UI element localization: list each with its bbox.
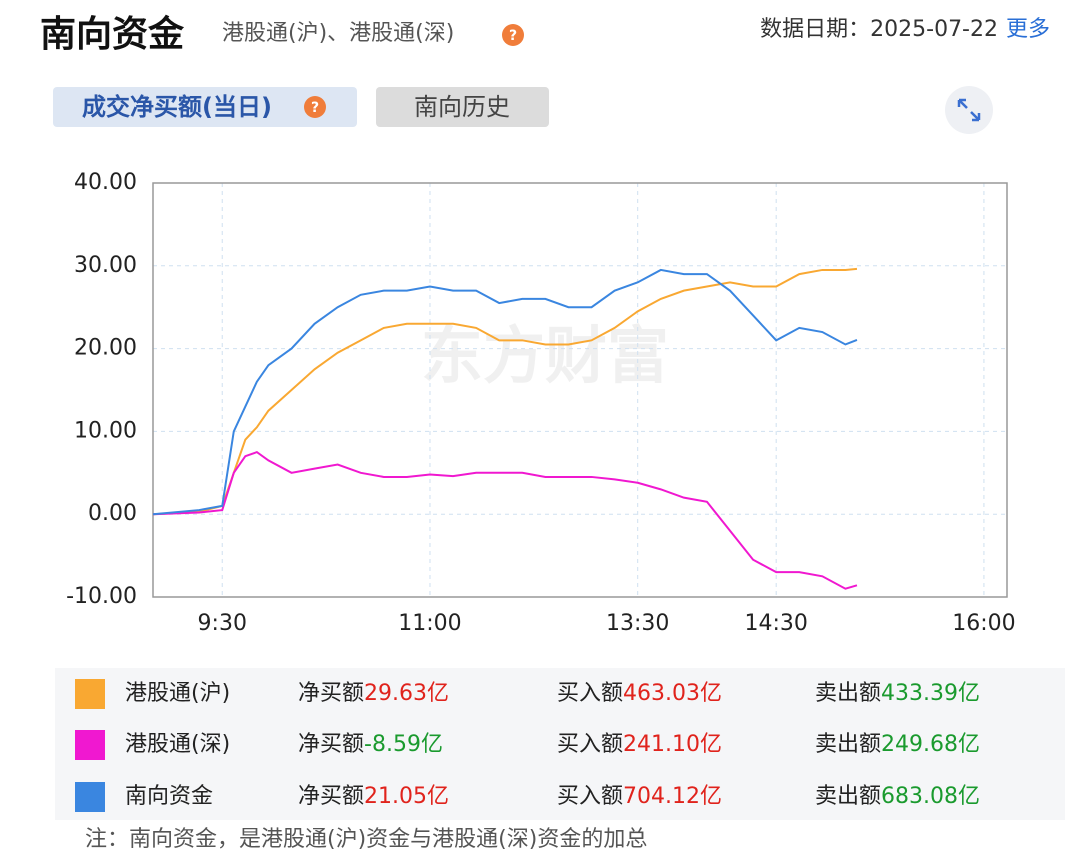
summary-cell: 净买额29.63亿 [298, 681, 449, 706]
x-tick-label: 13:30 [606, 611, 669, 636]
tab-active[interactable] [53, 87, 357, 127]
subtitle: 港股通(沪)、港股通(深) [222, 21, 454, 46]
series-line [152, 268, 858, 516]
legend-label: 港股通(深) [125, 732, 230, 757]
x-tick-label: 16:00 [952, 611, 1015, 636]
summary-value: 683.08亿 [881, 784, 980, 809]
summary-value: 463.03亿 [623, 681, 722, 706]
title: 南向资金 [40, 13, 185, 55]
more-link[interactable]: 更多 [1006, 17, 1050, 42]
y-tick-label: 30.00 [74, 253, 137, 278]
expand-icon [957, 98, 981, 122]
summary-label: 净买额 [298, 784, 364, 809]
summary-label: 卖出额 [815, 681, 881, 706]
summary-label: 买入额 [557, 732, 623, 757]
help-icon[interactable] [502, 24, 524, 46]
help-glyph: ? [509, 28, 517, 44]
summary-cell: 净买额21.05亿 [298, 784, 449, 809]
plot-border [152, 182, 1008, 598]
tab-label[interactable]: 成交净买额(当日) [82, 93, 272, 121]
y-tick-label: 20.00 [74, 336, 137, 361]
tab-label[interactable]: 南向历史 [414, 93, 510, 121]
summary-label: 净买额 [298, 681, 364, 706]
y-tick-label: -10.00 [66, 584, 137, 609]
x-tick-label: 11:00 [398, 611, 461, 636]
x-tick-label: 14:30 [744, 611, 807, 636]
summary-label: 买入额 [557, 681, 623, 706]
summary-value: 21.05亿 [364, 784, 449, 809]
summary-value: 29.63亿 [364, 681, 449, 706]
y-tick-label: 40.00 [74, 170, 137, 195]
summary-value: 249.68亿 [881, 732, 980, 757]
summary-label: 买入额 [557, 784, 623, 809]
legend-swatch [75, 730, 105, 760]
summary-label: 卖出额 [815, 784, 881, 809]
summary-value: 241.10亿 [623, 732, 722, 757]
summary-value: 704.12亿 [623, 784, 722, 809]
x-tick-label: 9:30 [198, 611, 247, 636]
summary-cell: 卖出额249.68亿 [815, 732, 980, 757]
note: 注：南向资金，是港股通(沪)资金与港股通(深)资金的加总 [85, 827, 647, 851]
date: 数据日期：2025-07-22 [760, 17, 998, 42]
summary-cell: 卖出额683.08亿 [815, 784, 980, 809]
expand-button[interactable] [945, 86, 993, 134]
legend-label: 港股通(沪) [125, 681, 230, 706]
legend-label: 南向资金 [125, 784, 213, 809]
summary-cell: 买入额463.03亿 [557, 681, 722, 706]
summary-cell: 净买额-8.59亿 [298, 732, 443, 757]
legend: 港股通(沪) 净买额29.63亿 买入额463.03亿 卖出额433.39亿港股通(深… [75, 679, 980, 812]
legend-panel [55, 668, 1065, 820]
summary-label: 净买额 [298, 732, 364, 757]
help-icon[interactable] [304, 96, 326, 118]
summary-value: -8.59亿 [364, 732, 443, 757]
summary-cell: 买入额241.10亿 [557, 732, 722, 757]
series-line [152, 267, 858, 516]
summary-value: 433.39亿 [881, 681, 980, 706]
y-tick-label: 10.00 [74, 418, 137, 443]
legend-swatch [75, 679, 105, 709]
y-tick-label: 0.00 [88, 501, 137, 526]
summary-cell: 买入额704.12亿 [557, 784, 722, 809]
tab[interactable] [376, 87, 549, 127]
series-line [152, 450, 858, 590]
summary-cell: 卖出额433.39亿 [815, 681, 980, 706]
watermark: 东方财富 [421, 319, 669, 392]
help-glyph: ? [311, 100, 319, 116]
summary-label: 卖出额 [815, 732, 881, 757]
legend-swatch [75, 782, 105, 812]
plot: 东方财富 40.00 30.00 20.00 10.00 0.00 -10.00 9:30 11… [66, 170, 1016, 636]
